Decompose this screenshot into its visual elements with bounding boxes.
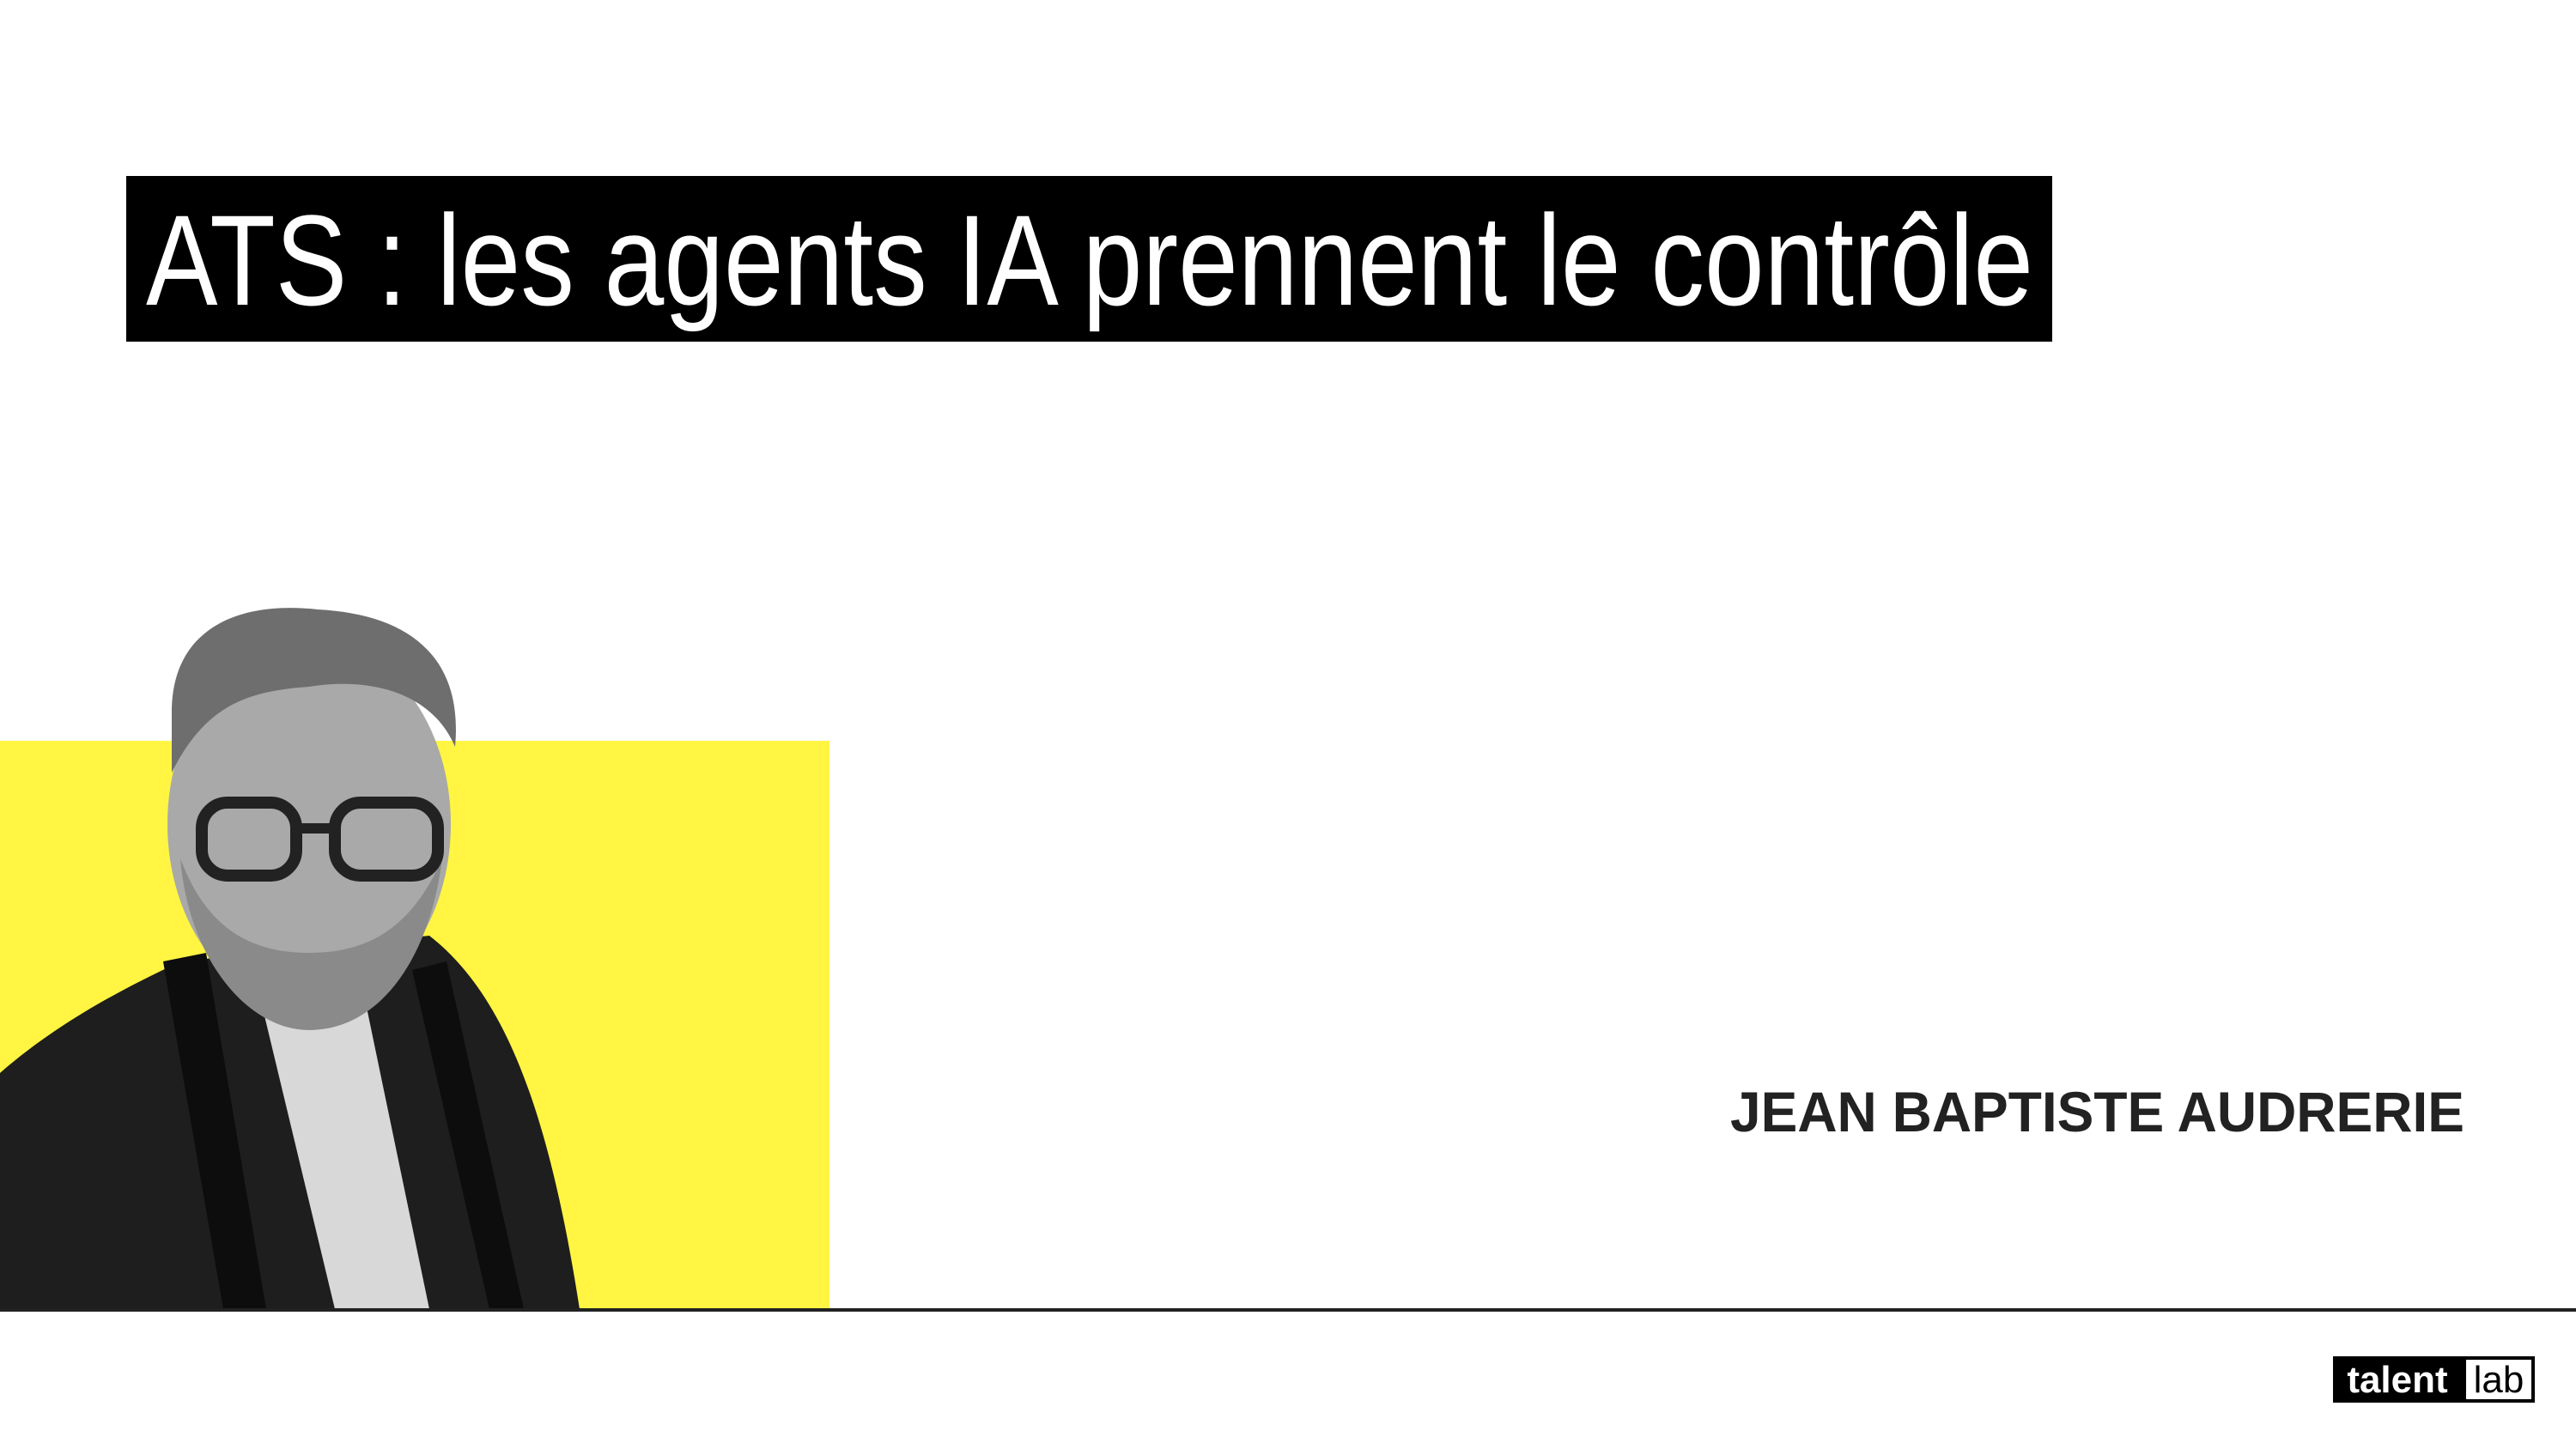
title: ATS : les agents IA prennent le contrôle: [146, 188, 2033, 332]
logo-talent-box: [2333, 1356, 2463, 1403]
logo-lab: lab: [2474, 1359, 2524, 1401]
speaker-name: JEAN BAPTISTE AUDRERIE: [1730, 1080, 2464, 1143]
logo-lab-box: [2463, 1356, 2535, 1403]
speaker-photo: [0, 608, 580, 1309]
title-box: [126, 176, 2052, 342]
logo-talent: talent: [2347, 1359, 2448, 1401]
logo: talent lab: [2333, 1356, 2535, 1403]
